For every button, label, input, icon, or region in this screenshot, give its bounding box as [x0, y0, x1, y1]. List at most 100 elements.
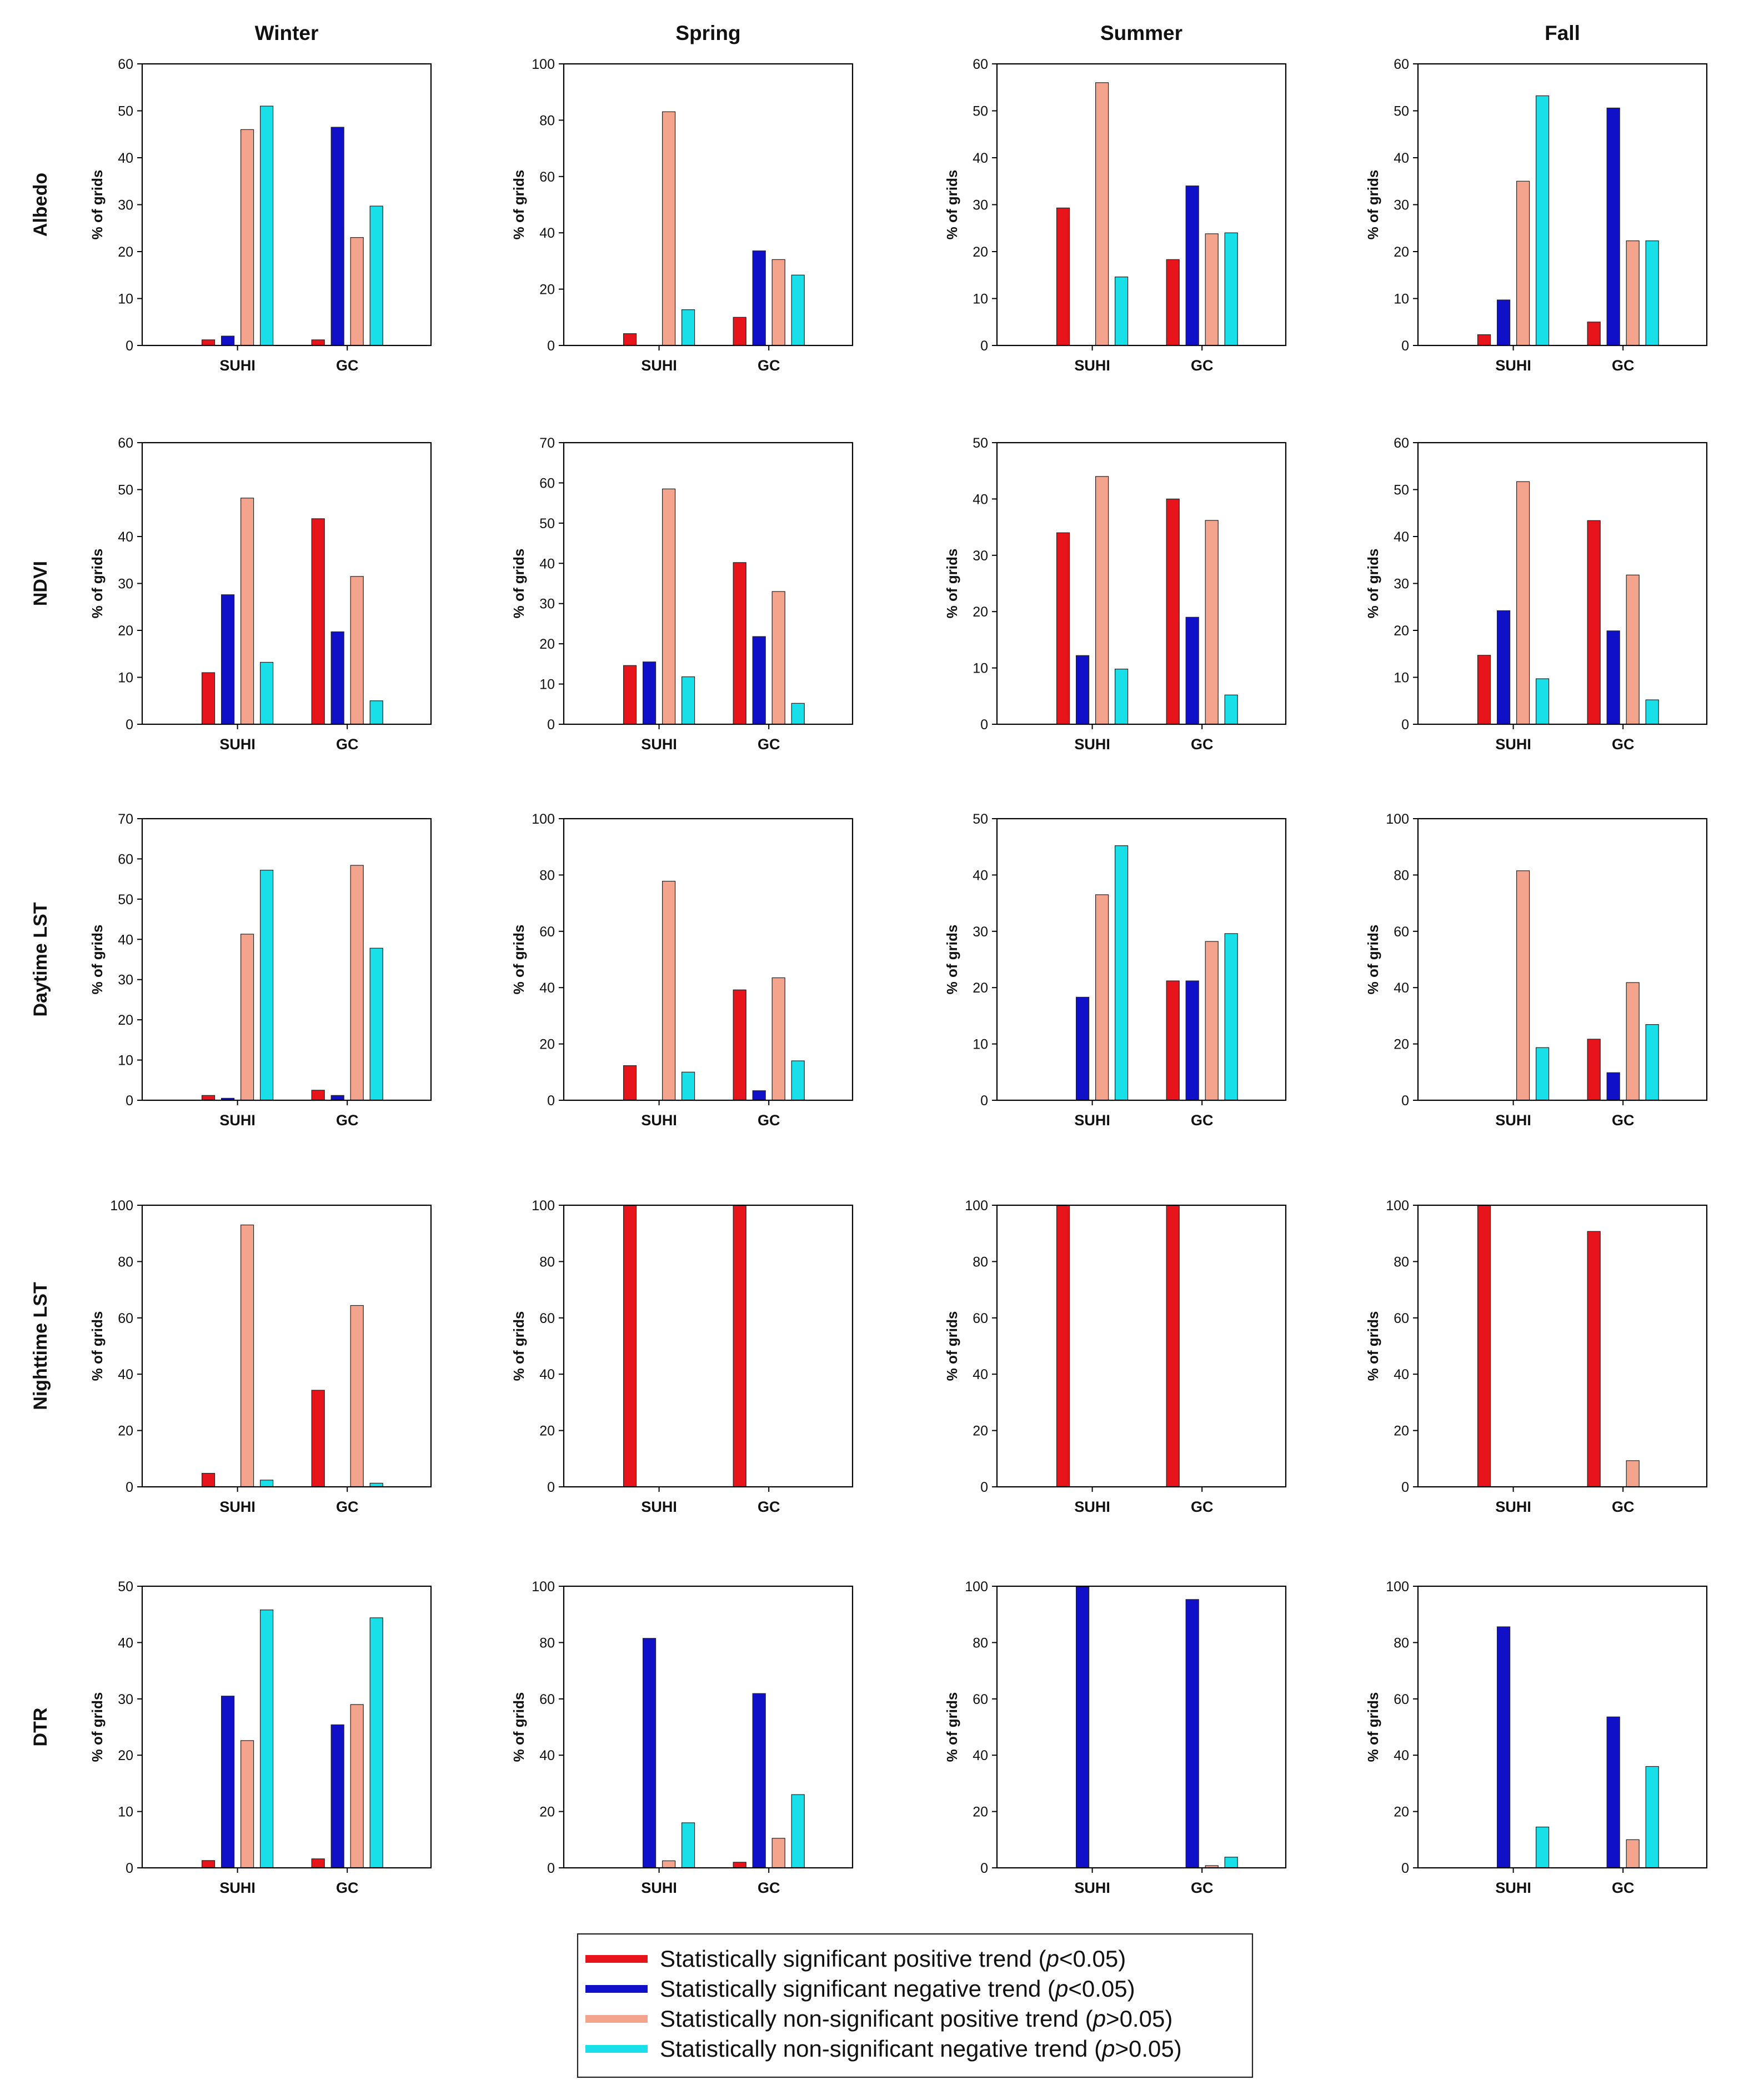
bar-sig-pos-gc: [311, 339, 325, 346]
y-tick-label: 100: [532, 811, 555, 827]
plot-frame: [996, 1204, 1287, 1488]
bar-nonsig-neg-suhi: [1536, 678, 1550, 725]
y-tick-label: 100: [532, 1198, 555, 1214]
bar-nonsig-pos-gc: [1205, 941, 1219, 1101]
y-tick-label: 60: [118, 851, 133, 867]
y-tick-label: 50: [118, 104, 133, 119]
y-axis-label: % of grids: [944, 925, 960, 995]
variable-label-daytime-lst: Daytime LST: [30, 902, 51, 1016]
variable-label-ndvi: NDVI: [30, 561, 51, 606]
bar-nonsig-pos-gc: [1626, 1460, 1640, 1487]
x-tick-label-suhi: SUHI: [219, 1880, 255, 1896]
y-tick-label: 100: [532, 1579, 555, 1595]
y-tick-label: 40: [973, 151, 988, 166]
x-tick-label-gc: GC: [1191, 1880, 1214, 1896]
y-tick-label: 100: [1386, 811, 1409, 827]
y-tick-label: 50: [118, 892, 133, 908]
legend-swatch-sig-neg: [585, 1985, 648, 1993]
bar-nonsig-neg-gc: [1645, 699, 1659, 725]
x-tick-label-gc: GC: [1191, 736, 1214, 753]
y-axis-label: % of grids: [944, 1692, 960, 1762]
bar-sig-pos-gc: [733, 317, 746, 346]
bar-sig-neg-suhi: [1497, 610, 1511, 725]
bar-nonsig-neg-suhi: [1536, 1826, 1550, 1868]
plot-frame: [1417, 1204, 1708, 1488]
x-tick-label-gc: GC: [1612, 357, 1635, 374]
x-tick-label-gc: GC: [1612, 1498, 1635, 1515]
y-tick-label: 40: [973, 492, 988, 507]
bar-nonsig-neg-gc: [1224, 232, 1238, 346]
y-tick-label: 0: [547, 338, 555, 354]
y-tick-label: 50: [1394, 104, 1409, 119]
x-tick-label-gc: GC: [758, 736, 780, 753]
y-tick-label: 10: [118, 670, 133, 686]
y-tick-label: 100: [1386, 1579, 1409, 1595]
variable-label-albedo: Albedo: [30, 173, 51, 237]
y-tick-label: 20: [1394, 1037, 1409, 1052]
bar-sig-pos-suhi: [623, 1205, 637, 1487]
panel-dtr-summer: 0 20 40 60 80 100 SUHI GC % of grids: [944, 1579, 1287, 1896]
bar-nonsig-pos-suhi: [1516, 870, 1530, 1101]
y-tick-label: 100: [965, 1579, 988, 1595]
bar-sig-pos-suhi: [1056, 532, 1070, 725]
plot-frame: [1417, 442, 1708, 725]
panel-daytime-lst-spring: 0 20 40 60 80 100 SUHI GC % of grids: [510, 811, 854, 1129]
bar-nonsig-neg-suhi: [1114, 669, 1129, 725]
bar-nonsig-neg-suhi: [681, 309, 695, 346]
panel-ndvi-spring: 0 10 20 30 40 50 60 70 SUHI GC % of grids: [510, 435, 854, 753]
y-tick-label: 50: [1394, 483, 1409, 498]
y-tick-label: 20: [539, 1037, 555, 1052]
panel-nighttime-lst-fall: 0 20 40 60 80 100 SUHI GC % of grids: [1365, 1198, 1708, 1515]
bar-sig-neg-gc: [752, 1693, 766, 1868]
bar-sig-pos-gc: [1166, 1205, 1180, 1487]
y-tick-label: 60: [1394, 924, 1409, 940]
plot-frame: [141, 1204, 432, 1488]
y-axis-label: % of grids: [510, 1692, 527, 1762]
x-tick-label-suhi: SUHI: [1495, 1112, 1531, 1129]
season-title-spring: Spring: [675, 22, 740, 44]
y-tick-label: 30: [1394, 577, 1409, 592]
bar-nonsig-pos-gc: [1205, 233, 1219, 346]
plot-frame: [996, 818, 1287, 1101]
x-tick-label-gc: GC: [1612, 1880, 1635, 1896]
bar-nonsig-neg-gc: [1645, 1024, 1659, 1101]
y-tick-label: 30: [973, 198, 988, 213]
bar-nonsig-pos-gc: [1626, 1839, 1640, 1868]
y-tick-label: 0: [126, 1480, 133, 1495]
y-tick-label: 0: [126, 338, 133, 354]
x-tick-label-suhi: SUHI: [1074, 1112, 1110, 1129]
bar-sig-pos-gc: [733, 562, 746, 725]
y-tick-label: 50: [118, 483, 133, 498]
y-axis-label: % of grids: [89, 170, 106, 240]
y-tick-label: 70: [539, 435, 555, 451]
plot-frame: [996, 63, 1287, 347]
plot-frame: [1417, 818, 1708, 1101]
plot-frame: [141, 63, 432, 347]
y-tick-label: 40: [973, 1748, 988, 1763]
panel-nighttime-lst-summer: 0 20 40 60 80 100 SUHI GC % of grids: [944, 1198, 1287, 1515]
x-tick-label-suhi: SUHI: [1495, 1880, 1531, 1896]
legend-box: [577, 1933, 1254, 2078]
y-axis-label: % of grids: [89, 549, 106, 619]
legend-label-sig-pos: Statistically significant positive trend…: [660, 1946, 1126, 1972]
y-axis-label: % of grids: [1365, 1311, 1381, 1381]
y-tick-label: 30: [118, 1692, 133, 1707]
bar-sig-neg-gc: [1185, 1599, 1199, 1868]
bar-nonsig-neg-gc: [791, 703, 805, 725]
bar-sig-pos-gc: [311, 1858, 325, 1868]
y-tick-label: 20: [973, 1424, 988, 1439]
y-tick-label: 20: [1394, 623, 1409, 639]
y-tick-label: 60: [539, 475, 555, 491]
variable-label-dtr: DTR: [30, 1708, 51, 1747]
plot-frame: [996, 1585, 1287, 1869]
bar-nonsig-pos-gc: [350, 576, 364, 725]
bar-sig-pos-gc: [1166, 980, 1180, 1101]
bar-sig-neg-gc: [330, 127, 344, 346]
x-tick-label-gc: GC: [1191, 1498, 1214, 1515]
bar-nonsig-neg-gc: [1645, 1766, 1659, 1868]
chart-panels: 0 10 20 30 40 50 60 SUHI GC % of grids 0 20 40 60 80 10…: [89, 57, 1708, 1896]
bar-nonsig-pos-suhi: [661, 880, 676, 1101]
y-tick-label: 60: [1394, 435, 1409, 451]
y-tick-label: 10: [118, 1053, 133, 1069]
panel-dtr-spring: 0 20 40 60 80 100 SUHI GC % of grids: [510, 1579, 854, 1896]
